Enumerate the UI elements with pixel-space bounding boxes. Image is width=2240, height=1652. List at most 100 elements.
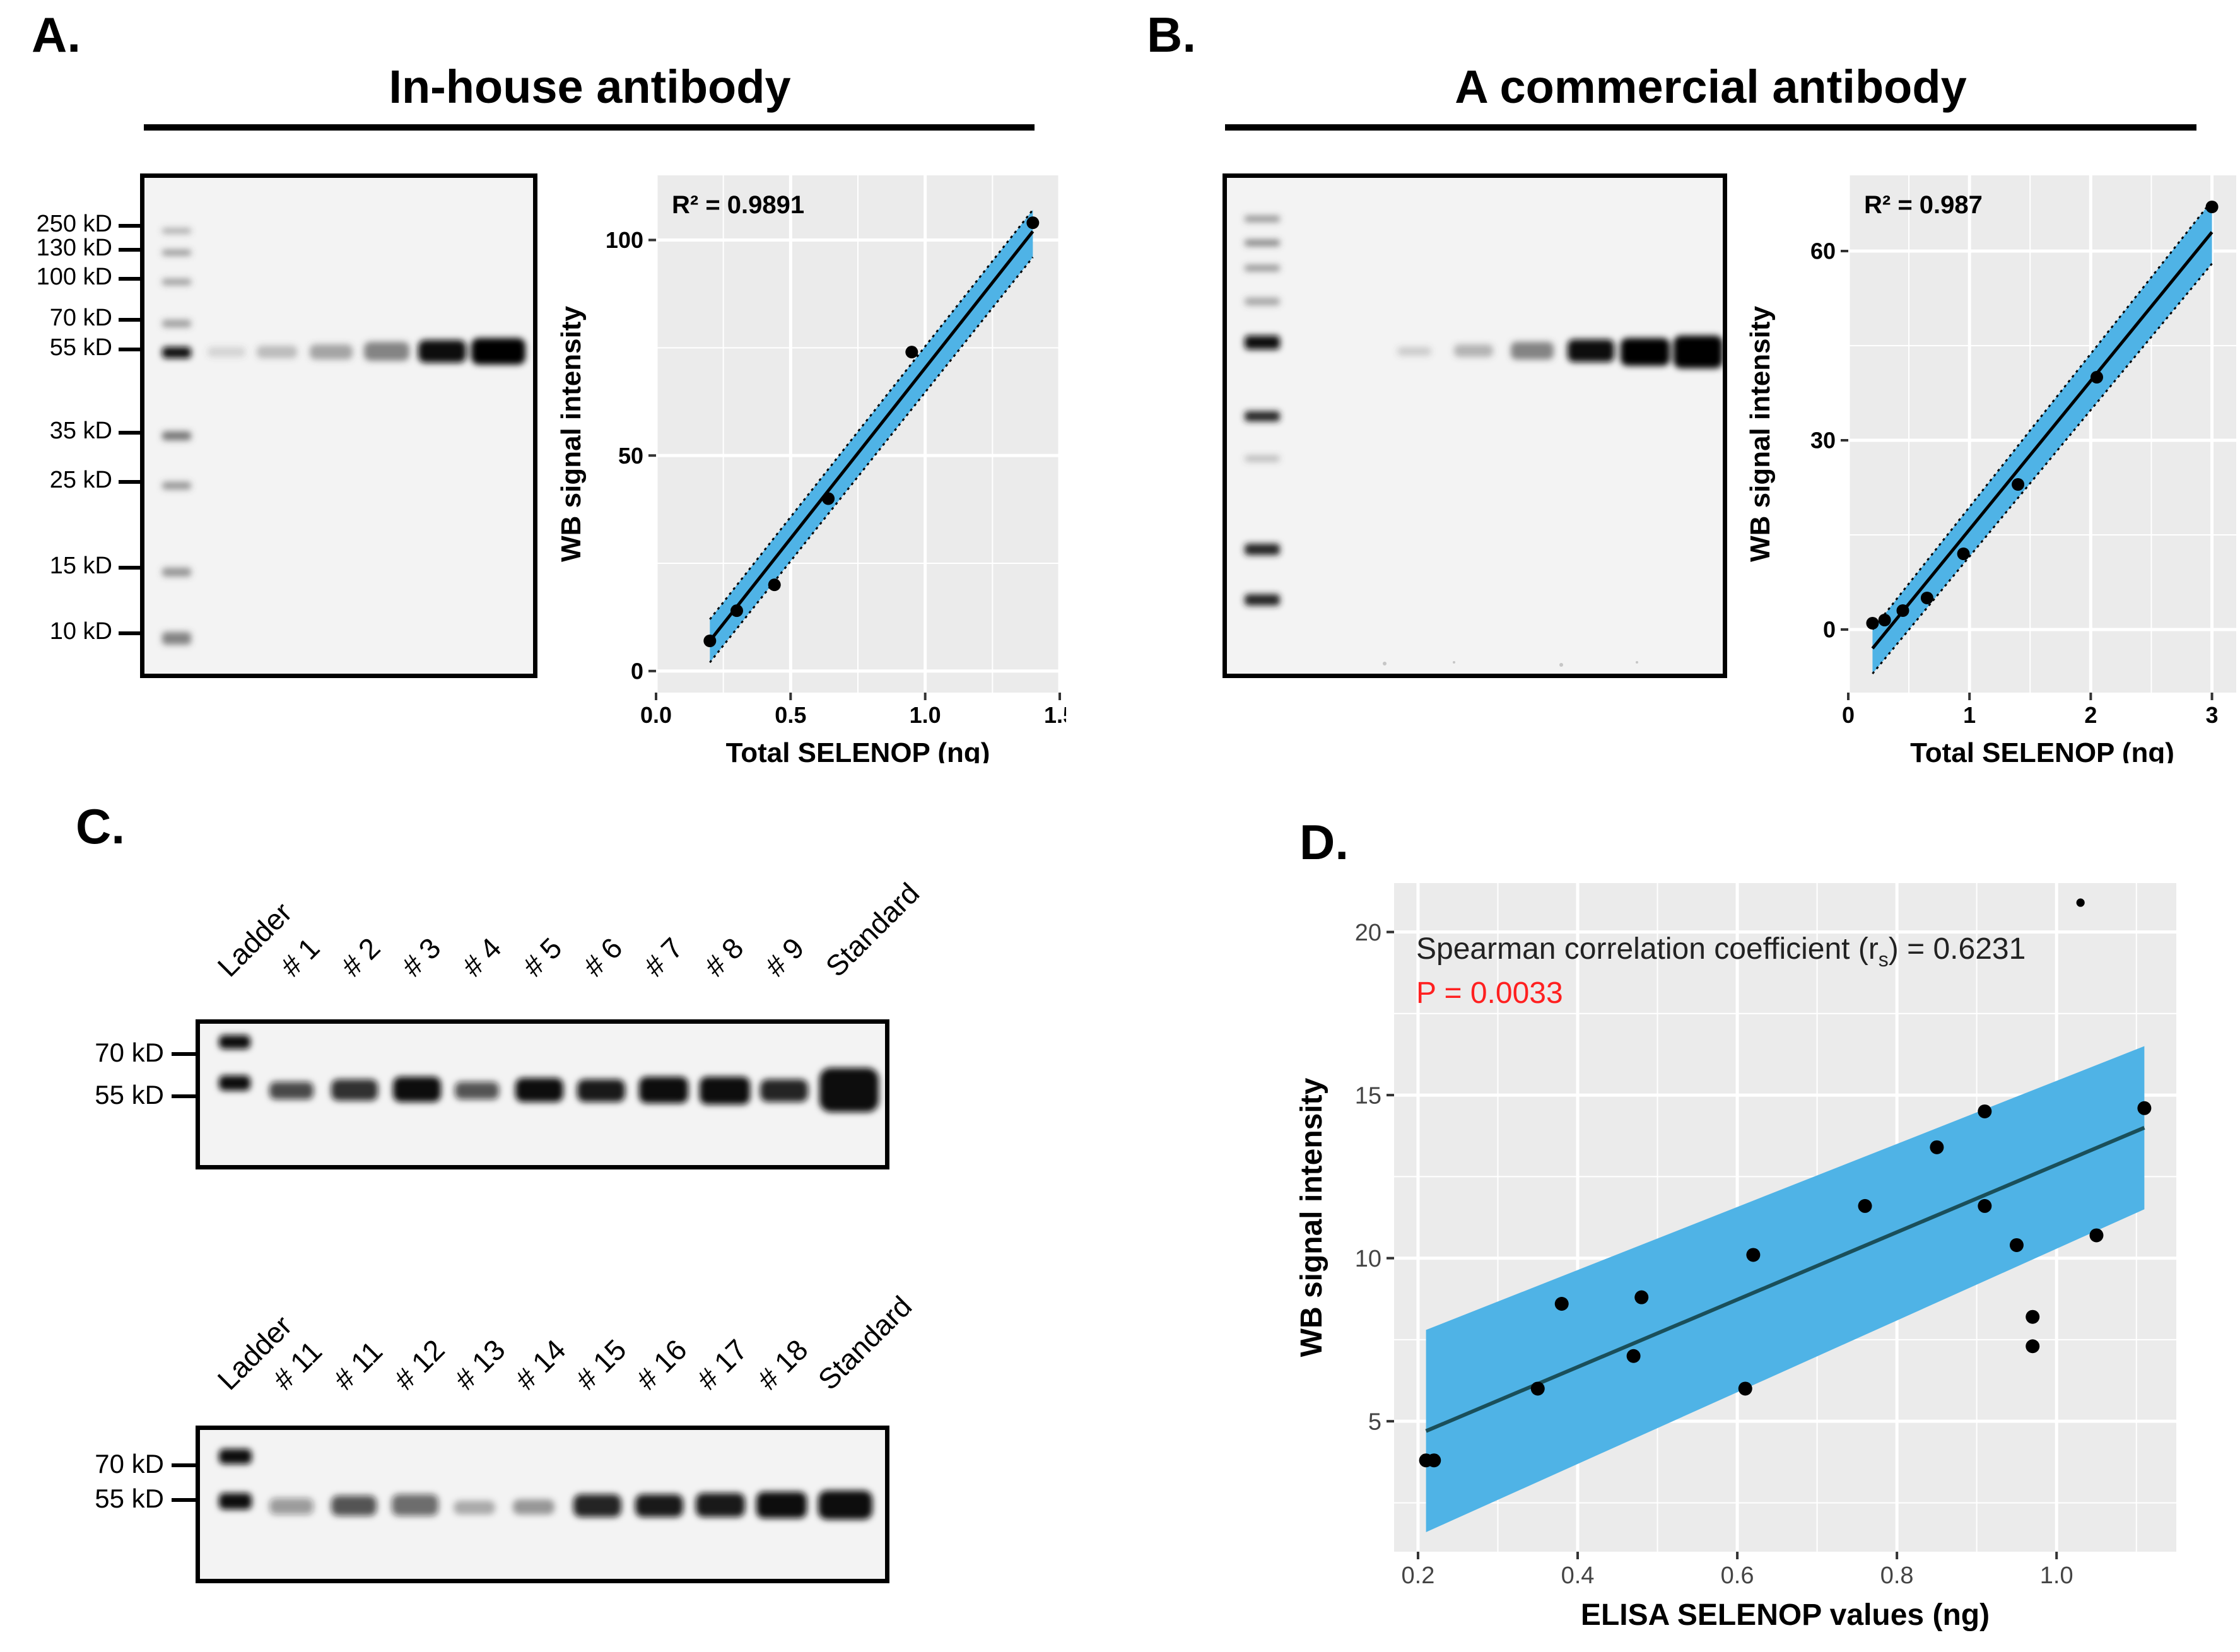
panel-b-title: A commercial antibody bbox=[1455, 61, 1967, 113]
ladder-tick bbox=[119, 348, 144, 351]
data-point bbox=[2012, 478, 2025, 491]
ladder-tick bbox=[119, 566, 144, 570]
x-axis-title: ELISA SELENOP values (ng) bbox=[1581, 1598, 1990, 1632]
blot-a bbox=[140, 173, 537, 678]
ladder-label-15: 15 kD bbox=[49, 553, 112, 579]
blot-b-image bbox=[1245, 216, 1723, 667]
ladder-label-100: 100 kD bbox=[36, 264, 112, 290]
y-tick-label: 100 bbox=[606, 227, 643, 253]
panel-d-label: D. bbox=[1299, 814, 1349, 870]
ci-lower-line bbox=[1872, 263, 2213, 674]
marker-tick bbox=[172, 1463, 198, 1467]
data-point bbox=[1957, 548, 1970, 560]
blot-a-image bbox=[162, 228, 525, 645]
y-tick-label: 30 bbox=[1810, 428, 1836, 454]
data-point bbox=[2205, 201, 2219, 213]
panel-b-rule bbox=[1225, 124, 2196, 131]
data-point bbox=[1978, 1104, 1992, 1118]
y-axis-title: WB signal intensity bbox=[556, 306, 587, 562]
data-point bbox=[1634, 1290, 1649, 1304]
data-point bbox=[1626, 1349, 1641, 1363]
fit-line bbox=[1871, 231, 2214, 650]
lane-label: # 11 bbox=[327, 1334, 389, 1397]
data-point bbox=[703, 635, 717, 647]
blot-c-bottom bbox=[196, 1426, 889, 1583]
data-point bbox=[1530, 1381, 1545, 1396]
blot-c-top bbox=[196, 1019, 889, 1169]
data-point bbox=[2076, 898, 2085, 907]
ladder-tick bbox=[119, 631, 144, 635]
y-axis-title: WB signal intensity bbox=[1745, 306, 1776, 562]
x-tick-label: 2 bbox=[2084, 702, 2097, 728]
panel-a-title: In-house antibody bbox=[389, 61, 791, 113]
ladder-tick bbox=[119, 224, 144, 228]
lane-label: Standard bbox=[819, 876, 926, 983]
lane-label: # 14 bbox=[508, 1333, 572, 1397]
data-point bbox=[1427, 1453, 1441, 1468]
data-point bbox=[2009, 1238, 2024, 1252]
fit-line bbox=[1425, 1126, 2145, 1433]
ladder-tick bbox=[119, 480, 144, 484]
data-point bbox=[730, 604, 743, 618]
panel-a-label: A. bbox=[32, 7, 81, 62]
marker-label-55: 55 kD bbox=[95, 1484, 164, 1513]
panel-c-label: C. bbox=[76, 799, 125, 854]
lane-label: # 8 bbox=[698, 931, 750, 983]
x-tick-label: 0.4 bbox=[1561, 1562, 1595, 1589]
data-point bbox=[822, 492, 835, 505]
data-point bbox=[2090, 371, 2103, 384]
x-tick-label: 3 bbox=[2206, 702, 2219, 728]
lane-label: # 7 bbox=[637, 931, 689, 983]
data-point bbox=[1896, 604, 1909, 617]
marker-tick bbox=[172, 1498, 198, 1502]
marker-label-55: 55 kD bbox=[95, 1080, 164, 1110]
marker-tick bbox=[172, 1052, 198, 1056]
lane-label: # 4 bbox=[455, 931, 508, 983]
ladder-label-35: 35 kD bbox=[49, 418, 112, 444]
blot-c-bottom-image bbox=[219, 1449, 872, 1520]
lane-label: # 17 bbox=[690, 1333, 754, 1397]
x-tick-label: 0 bbox=[1842, 702, 1855, 728]
lane-label: # 18 bbox=[751, 1333, 814, 1397]
x-axis-title: Total SELENOP (ng) bbox=[726, 737, 990, 763]
y-tick-label: 60 bbox=[1810, 238, 1836, 264]
y-tick-label: 10 bbox=[1355, 1246, 1381, 1272]
ladder-label-25: 25 kD bbox=[49, 467, 112, 493]
x-tick-label: 1.5 bbox=[1044, 702, 1066, 728]
ci-upper-line bbox=[709, 209, 1034, 620]
data-point bbox=[1554, 1297, 1569, 1311]
ladder-tick bbox=[119, 318, 144, 322]
data-point bbox=[1930, 1140, 1944, 1154]
data-point bbox=[1738, 1381, 1752, 1396]
x-tick-label: 0.8 bbox=[1880, 1562, 1914, 1589]
lane-label: # 13 bbox=[448, 1333, 512, 1397]
data-point bbox=[1978, 1198, 1992, 1213]
ladder-label-55: 55 kD bbox=[49, 334, 112, 361]
ci-lower-line bbox=[709, 256, 1034, 664]
data-point bbox=[1858, 1198, 1872, 1213]
marker-label-70: 70 kD bbox=[95, 1449, 164, 1479]
chart-a: 0.0 0.5 1.0 1.5 0 50 100 Total SELENOP (ng) WB s… bbox=[556, 175, 1066, 763]
marker-tick bbox=[172, 1094, 198, 1098]
r-squared-annotation: R² = 0.9891 bbox=[672, 191, 804, 219]
lane-label: Standard bbox=[811, 1289, 918, 1397]
p-value-annotation: P = 0.0033 bbox=[1416, 976, 1563, 1010]
ladder-label-70: 70 kD bbox=[49, 305, 112, 331]
x-tick-label: 0.0 bbox=[640, 702, 672, 728]
ladder-tick bbox=[119, 248, 144, 252]
data-point bbox=[768, 578, 781, 592]
panel-a-rule bbox=[144, 124, 1035, 131]
ladder-label-250: 250 kD bbox=[36, 211, 112, 237]
x-tick-label: 0.5 bbox=[775, 702, 806, 728]
x-tick-label: 0.6 bbox=[1721, 1562, 1754, 1589]
y-tick-label: 15 bbox=[1355, 1082, 1381, 1109]
blot-c-top-image bbox=[219, 1035, 879, 1112]
x-axis-title: Total SELENOP (ng) bbox=[1910, 737, 2174, 763]
ladder-label-130: 130 kD bbox=[36, 235, 112, 261]
data-point bbox=[1866, 617, 1879, 630]
y-tick-label: 20 bbox=[1355, 920, 1381, 946]
data-point bbox=[1878, 614, 1891, 626]
y-tick-label: 5 bbox=[1368, 1409, 1381, 1435]
data-point bbox=[2137, 1101, 2152, 1115]
ladder-tick bbox=[119, 277, 144, 281]
